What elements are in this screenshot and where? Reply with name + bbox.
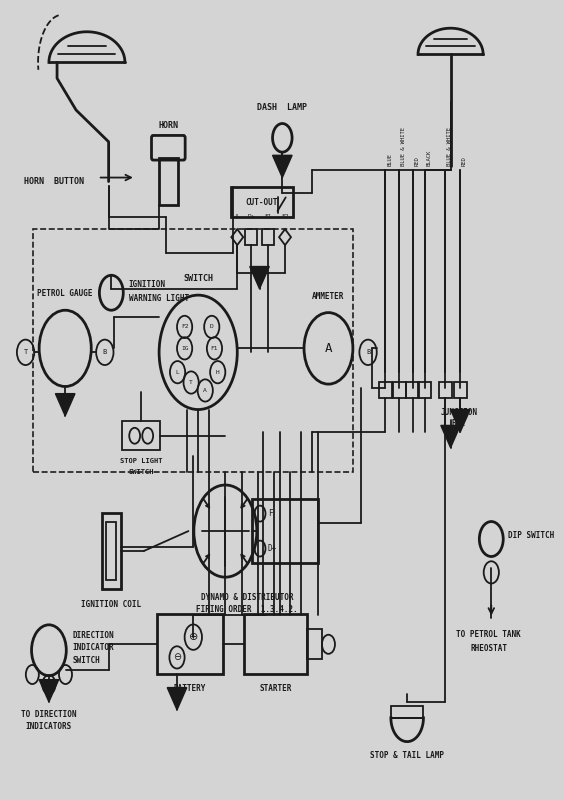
Text: T: T — [24, 350, 28, 355]
Polygon shape — [272, 155, 292, 178]
Text: D+: D+ — [248, 214, 255, 219]
Bar — [262, 229, 274, 245]
Bar — [33, 229, 353, 471]
Text: BLUE: BLUE — [387, 153, 392, 166]
Text: INDICATORS: INDICATORS — [26, 722, 72, 730]
Polygon shape — [250, 266, 269, 289]
Text: IGNITION: IGNITION — [129, 280, 166, 290]
Text: F2: F2 — [181, 325, 188, 330]
Text: BATTERY: BATTERY — [174, 685, 206, 694]
Text: RED: RED — [462, 156, 467, 166]
Text: WARNING LIGHT: WARNING LIGHT — [129, 294, 189, 303]
Text: DIRECTION: DIRECTION — [72, 631, 114, 641]
Text: SWITCH: SWITCH — [183, 274, 213, 283]
Text: BLUE & WHITE: BLUE & WHITE — [447, 126, 452, 166]
Text: TO PETROL TANK: TO PETROL TANK — [456, 630, 521, 639]
Bar — [102, 514, 121, 589]
Bar — [244, 614, 307, 674]
Text: SWITCH: SWITCH — [129, 469, 154, 475]
Text: INDICATOR: INDICATOR — [72, 643, 114, 652]
Text: B: B — [366, 350, 370, 355]
Text: A: A — [204, 388, 207, 393]
Bar — [157, 614, 223, 674]
Bar — [454, 382, 467, 398]
Text: RED: RED — [414, 156, 419, 166]
Text: BLUE & WHITE: BLUE & WHITE — [400, 126, 406, 166]
Text: IG: IG — [181, 346, 188, 351]
Polygon shape — [39, 680, 59, 702]
Text: D+: D+ — [268, 544, 277, 553]
Bar — [158, 158, 178, 206]
Polygon shape — [451, 410, 470, 432]
Text: DASH  LAMP: DASH LAMP — [257, 103, 307, 113]
Text: F1: F1 — [211, 346, 218, 351]
Text: STOP LIGHT: STOP LIGHT — [120, 458, 162, 464]
Bar — [418, 382, 431, 398]
Text: DIP SWITCH: DIP SWITCH — [508, 530, 554, 539]
Text: HORN  BUTTON: HORN BUTTON — [24, 177, 85, 186]
Text: AMMETER: AMMETER — [312, 292, 345, 301]
Text: BOX: BOX — [452, 419, 466, 428]
Text: TO DIRECTION: TO DIRECTION — [21, 710, 77, 719]
Text: B: B — [103, 350, 107, 355]
Bar — [406, 382, 419, 398]
Text: BLACK: BLACK — [426, 150, 431, 166]
Text: STOP & TAIL LAMP: STOP & TAIL LAMP — [370, 751, 444, 760]
Bar — [245, 229, 257, 245]
Text: STARTER: STARTER — [259, 685, 292, 694]
Bar — [391, 706, 424, 718]
Text: CUT-OUT: CUT-OUT — [246, 198, 278, 206]
Polygon shape — [168, 687, 187, 710]
Text: FIRING ORDER  1.3.4.2.: FIRING ORDER 1.3.4.2. — [196, 605, 298, 614]
Bar — [253, 499, 318, 563]
Text: F1: F1 — [264, 214, 271, 219]
Bar — [107, 522, 116, 580]
Bar — [307, 630, 322, 659]
Text: A: A — [235, 214, 239, 219]
Text: JUNCTION: JUNCTION — [440, 408, 477, 417]
Bar — [439, 382, 452, 398]
Text: ⊖: ⊖ — [173, 653, 181, 662]
Text: RHEOSTAT: RHEOSTAT — [470, 644, 507, 653]
Text: IGNITION COIL: IGNITION COIL — [81, 600, 142, 609]
Polygon shape — [441, 426, 460, 448]
Bar — [379, 382, 392, 398]
Text: HORN: HORN — [158, 121, 178, 130]
Text: L: L — [175, 370, 179, 374]
Bar — [122, 422, 160, 450]
Bar — [393, 382, 406, 398]
Text: PETROL GAUGE: PETROL GAUGE — [37, 290, 93, 298]
Text: F: F — [268, 509, 272, 518]
Text: DYNAMO & DISTRIBUTOR: DYNAMO & DISTRIBUTOR — [201, 593, 293, 602]
Text: T: T — [190, 380, 193, 385]
Bar — [231, 187, 293, 218]
Text: A: A — [325, 342, 332, 355]
Polygon shape — [55, 394, 75, 416]
Text: ⊕: ⊕ — [188, 632, 198, 642]
Text: D: D — [210, 325, 214, 330]
Text: SWITCH: SWITCH — [72, 656, 100, 665]
Text: F2: F2 — [281, 214, 289, 219]
Text: H: H — [216, 370, 219, 374]
